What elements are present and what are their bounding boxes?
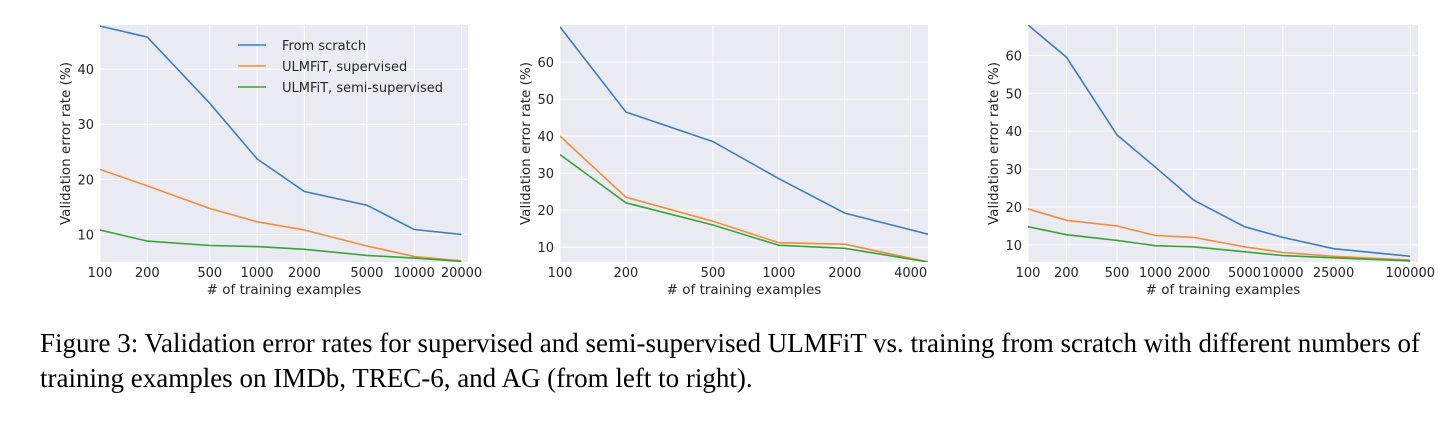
legend: From scratch ULMFiT, supervised ULMFiT, se… (238, 39, 443, 96)
y-tick-label: 10 (77, 228, 94, 243)
y-tick-label: 30 (1005, 163, 1022, 178)
series-line-ulmfit-supervised (1028, 208, 1411, 261)
chart-panel-3: 10 20 30 40 50 60 100 200 500 1000 2000 5000 10000 25… (986, 25, 1435, 298)
y-tick-label: 30 (537, 167, 554, 182)
y-tick-label: 20 (77, 173, 94, 188)
x-tick-label: 100 (1016, 266, 1041, 281)
x-tick-label: 200 (613, 266, 638, 281)
plot-area (560, 25, 928, 262)
x-tick-label: 500 (701, 266, 726, 281)
y-axis-label: Validation error rate (%) (986, 62, 1002, 225)
x-tick-label: 5000 (350, 266, 383, 281)
y-axis-label: Validation error rate (%) (518, 62, 534, 225)
x-tick-label: 500 (197, 266, 222, 281)
y-tick-label: 50 (537, 93, 554, 108)
plot-area (100, 25, 468, 262)
y-tick-label: 40 (1005, 125, 1022, 140)
y-axis-label: Validation error rate (%) (58, 62, 74, 225)
legend-label: ULMFiT, semi-supervised (282, 81, 443, 96)
y-tick-label: 50 (1005, 87, 1022, 102)
series-line-from-scratch (560, 26, 928, 235)
x-tick-label: 200 (135, 266, 160, 281)
y-tick-label: 40 (537, 130, 554, 145)
chart-panel-2: 10 20 30 40 50 60 100 200 500 1000 2000 4000 # of tr… (518, 25, 928, 298)
series-line-ulmfit-semi-supervised (100, 229, 462, 262)
x-axis-label: # of training examples (1146, 282, 1301, 298)
x-tick-label: 5000 (1228, 266, 1261, 281)
x-tick-label: 100 (548, 266, 573, 281)
y-tick-label: 40 (77, 63, 94, 78)
x-axis-label: # of training examples (207, 282, 362, 298)
x-tick-label: 200 (1054, 266, 1079, 281)
chart-panel-1: 10 20 30 40 100 200 500 1000 2000 5000 10000 20000 #… (58, 25, 482, 298)
x-tick-label: 1000 (1139, 266, 1172, 281)
x-tick-label: 2000 (1177, 266, 1210, 281)
x-tick-label: 100000 (1385, 266, 1435, 281)
x-tick-label: 1000 (762, 266, 795, 281)
x-tick-label: 25000 (1313, 266, 1354, 281)
series-line-ulmfit-supervised (560, 135, 928, 262)
y-tick-label: 10 (537, 241, 554, 256)
y-tick-label: 60 (1005, 49, 1022, 64)
x-tick-label: 2000 (828, 266, 861, 281)
series-line-ulmfit-semi-supervised (560, 153, 928, 262)
y-tick-label: 20 (1005, 201, 1022, 216)
x-tick-label: 500 (1105, 266, 1130, 281)
x-tick-label: 4000 (894, 266, 927, 281)
series-line-ulmfit-semi-supervised (1028, 225, 1411, 262)
x-tick-label: 20000 (441, 266, 482, 281)
x-tick-label: 10000 (394, 266, 435, 281)
legend-label: ULMFiT, supervised (282, 60, 407, 75)
x-tick-label: 100 (88, 266, 113, 281)
x-tick-label: 1000 (241, 266, 274, 281)
legend-label: From scratch (282, 39, 366, 54)
series-line-from-scratch (1028, 25, 1411, 258)
x-tick-label: 2000 (288, 266, 321, 281)
x-tick-label: 10000 (1262, 266, 1303, 281)
y-tick-label: 20 (537, 204, 554, 219)
series-line-from-scratch (100, 25, 462, 236)
series-line-ulmfit-supervised (100, 168, 462, 262)
y-tick-label: 30 (77, 118, 94, 133)
figure-caption: Figure 3: Validation error rates for sup… (40, 328, 1420, 393)
y-tick-label: 10 (1005, 239, 1022, 254)
plot-area (1028, 25, 1418, 262)
y-tick-label: 60 (537, 56, 554, 71)
x-axis-label: # of training examples (667, 282, 822, 298)
